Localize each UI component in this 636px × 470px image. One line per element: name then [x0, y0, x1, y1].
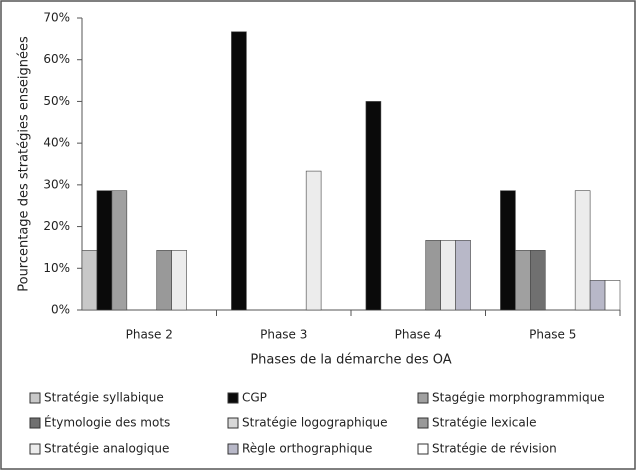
bar — [81, 250, 98, 311]
legend-label: Stratégie analogique — [44, 442, 169, 456]
legend-swatch — [227, 443, 239, 455]
legend-label: CGP — [242, 391, 267, 405]
legend-swatch — [417, 392, 429, 404]
legend-swatch — [29, 417, 41, 429]
bar — [500, 190, 516, 311]
legend-swatch — [29, 392, 41, 404]
bar — [589, 280, 606, 311]
y-tick-label: 40% — [43, 136, 70, 150]
bar — [440, 240, 456, 311]
y-tick-label: 30% — [43, 177, 70, 191]
y-tick-label: 20% — [43, 219, 70, 233]
bar — [455, 240, 471, 311]
legend-label: Étymologie des mots — [44, 415, 170, 430]
bar — [604, 280, 621, 311]
y-tick-label: 60% — [43, 52, 70, 66]
legend-swatch — [29, 443, 41, 455]
y-axis-title: Pourcentage des stratégies enseignées — [17, 36, 32, 292]
bar — [530, 250, 546, 311]
x-tick-label: Phase 4 — [395, 328, 442, 342]
bar — [425, 240, 441, 311]
bar — [111, 190, 128, 311]
legend-swatch — [417, 417, 429, 429]
y-tick-label: 0% — [51, 303, 70, 317]
legend-label: Règle orthographique — [242, 442, 372, 456]
y-tick-label: 70% — [43, 11, 70, 25]
bar — [515, 250, 531, 311]
bar — [305, 170, 322, 311]
legend-swatch — [227, 392, 239, 404]
x-tick-label: Phase 5 — [529, 328, 576, 342]
bar — [156, 250, 172, 311]
legend-swatch — [227, 417, 239, 429]
legend-swatch — [417, 443, 429, 455]
y-tick-label: 10% — [43, 261, 70, 275]
bar — [171, 250, 187, 311]
x-axis-title: Phases de la démarche des OA — [250, 353, 451, 368]
bar — [574, 190, 591, 311]
x-tick-label: Phase 3 — [260, 328, 307, 342]
bar — [96, 190, 113, 311]
legend-label: Stratégie de révision — [432, 442, 557, 456]
legend-label: Stratégie logographique — [242, 416, 388, 430]
bar — [231, 31, 247, 311]
x-tick-label: Phase 2 — [126, 328, 173, 342]
bar — [365, 101, 382, 311]
legend-label: Stratégie lexicale — [432, 416, 536, 430]
legend-label: Stratégie syllabique — [44, 391, 164, 405]
legend-label: Stagégie morphogrammique — [432, 391, 605, 405]
y-tick-label: 50% — [43, 94, 70, 108]
